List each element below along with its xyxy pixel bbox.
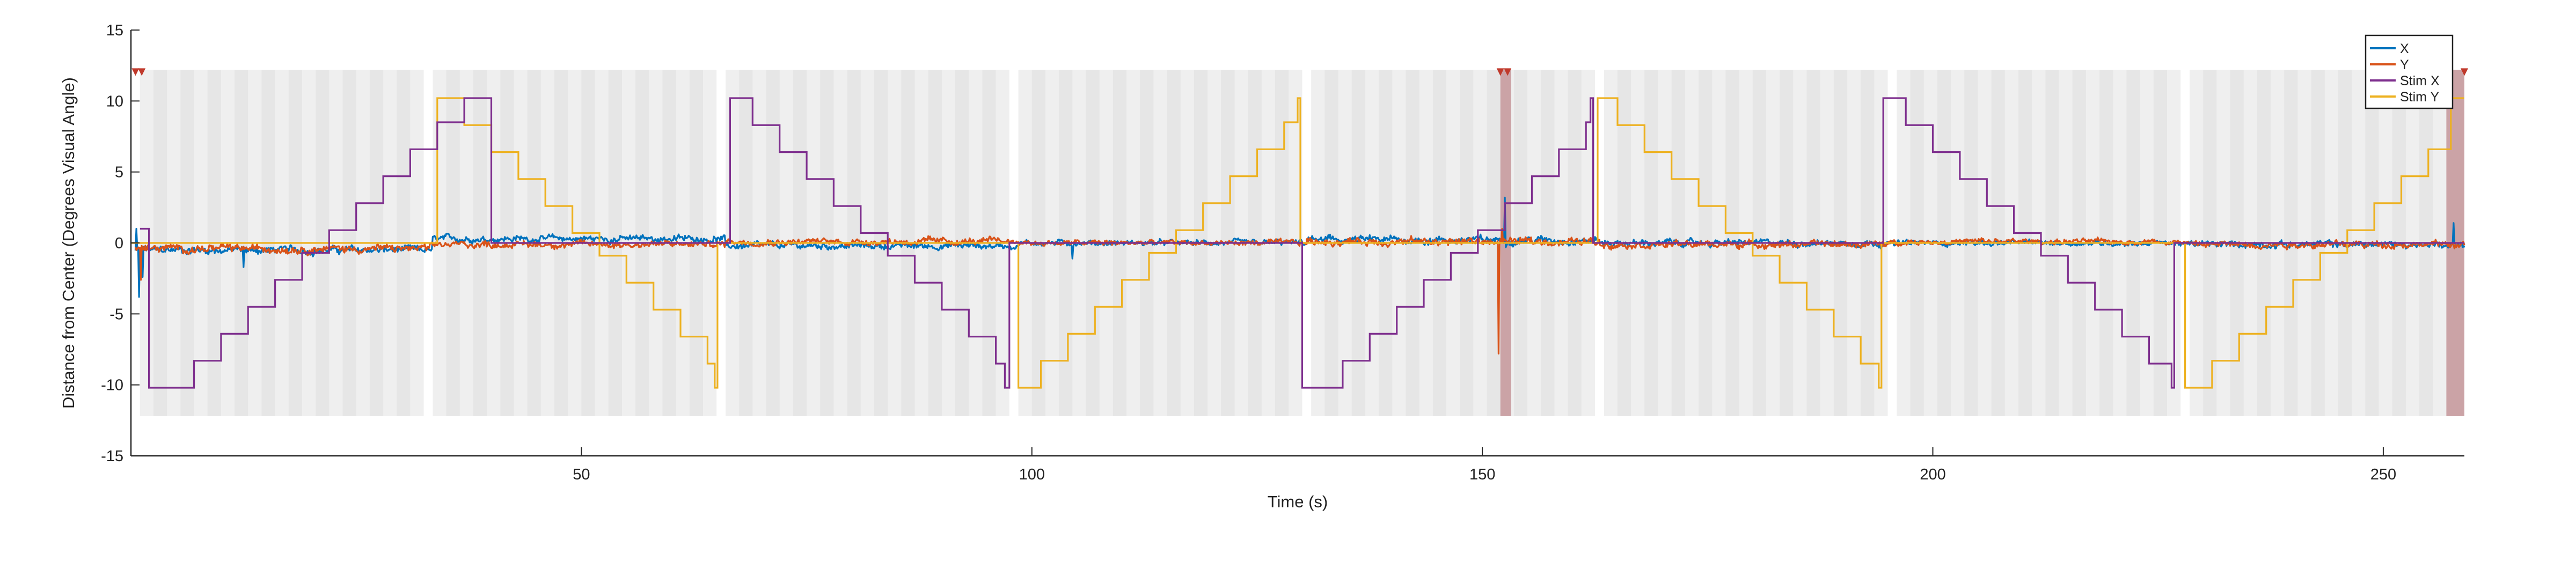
y-tick-label: -5	[109, 306, 123, 323]
y-tick-label: 15	[106, 22, 123, 39]
event-marker	[131, 68, 140, 76]
event-marker	[1496, 68, 1504, 76]
x-tick-label: 200	[1920, 466, 1945, 483]
y-tick-label: 10	[106, 93, 123, 110]
series-line-stim-x	[140, 97, 2464, 389]
event-marker	[2461, 68, 2468, 76]
x-tick-label: 100	[1019, 466, 1045, 483]
x-tick-label: 150	[1469, 466, 1495, 483]
legend-label-x: X	[2400, 41, 2409, 56]
y-tick-label: -10	[101, 377, 123, 394]
legend-label-stim_y: Stim Y	[2400, 90, 2439, 105]
series-line-stim-y	[131, 97, 2464, 389]
x-tick-label: 250	[2370, 466, 2396, 483]
legend-label-stim_x: Stim X	[2400, 73, 2440, 88]
y-tick-label: -15	[101, 448, 123, 465]
event-markers-layer	[131, 68, 2468, 76]
y-tick-label: 0	[115, 235, 123, 252]
x-tick-label: 50	[573, 466, 590, 483]
event-marker	[1504, 68, 1512, 76]
x-axis-label: Time (s)	[1268, 492, 1328, 511]
axes-layer: -15 -10 -5 0 5 10 15 50 100 150 200 250 Time (s) Dist…	[59, 22, 2464, 511]
y-tick-label: 5	[115, 164, 123, 181]
event-marker	[138, 68, 146, 76]
legend-label-y: Y	[2400, 57, 2409, 72]
y-axis-label: Distance from Center (Degrees Visual Ang…	[59, 77, 78, 409]
series-layer	[131, 97, 2465, 389]
series-line-x	[134, 196, 2465, 298]
